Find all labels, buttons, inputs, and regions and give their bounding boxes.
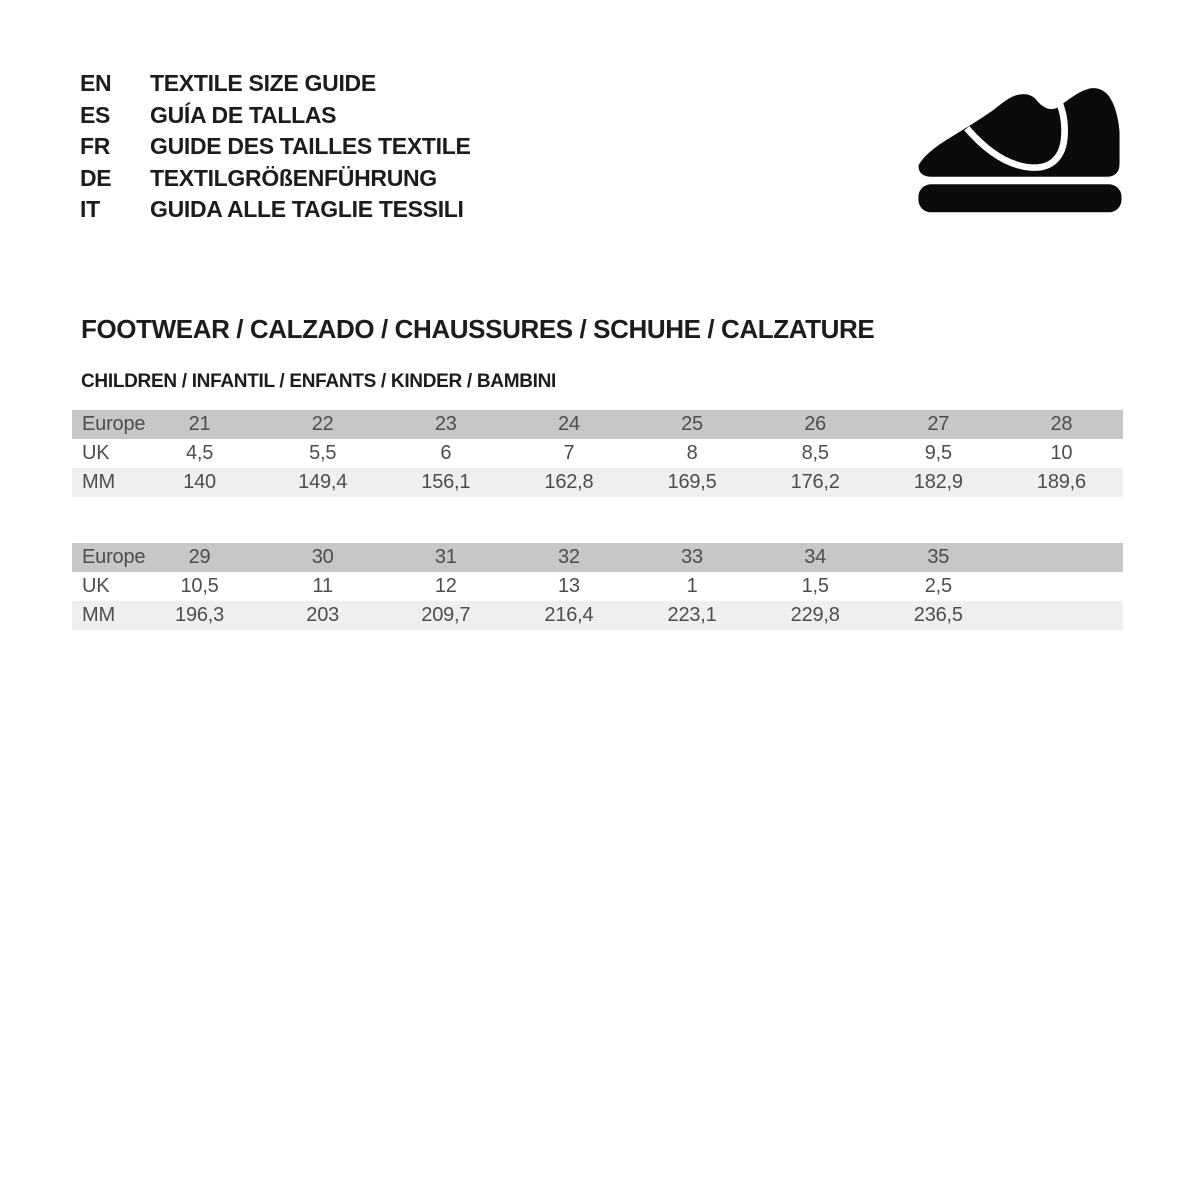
size-value-cell: 5,5 <box>309 442 337 464</box>
size-value-cell: 149,4 <box>298 471 348 493</box>
size-value-cell: 203 <box>306 604 340 626</box>
size-value-cell: 209,7 <box>421 604 471 626</box>
language-title-list: EN TEXTILE SIZE GUIDE ES GUÍA DE TALLAS … <box>80 68 471 226</box>
language-code: ES <box>80 101 111 128</box>
row-label: UK <box>82 575 110 597</box>
size-value-cell: 31 <box>434 546 457 568</box>
table-row-europe: Europe 21 22 23 24 25 26 27 28 <box>72 410 1123 439</box>
size-value-cell: 8,5 <box>801 442 829 464</box>
language-code: EN <box>80 70 112 97</box>
size-value-cell: 189,6 <box>1036 471 1086 493</box>
size-value-cell: 169,5 <box>667 471 717 493</box>
table-row-mm: MM 140 149,4 156,1 162,8 169,5 176,2 182,9 189,6 <box>72 468 1123 497</box>
table-row-europe: Europe 29 30 31 32 33 34 35 <box>72 543 1123 572</box>
language-row: IT GUIDA ALLE TAGLIE TESSILI <box>80 194 471 226</box>
size-value-cell: 30 <box>311 546 334 568</box>
size-value-cell: 2,5 <box>924 575 952 597</box>
size-value-cell: 21 <box>188 413 211 435</box>
size-value-cell: 29 <box>188 546 211 568</box>
size-value-cell: 7 <box>563 442 575 464</box>
size-value-cell: 35 <box>927 546 950 568</box>
table-row-uk: UK 4,5 5,5 6 7 8 8,5 9,5 10 <box>72 439 1123 468</box>
size-value-cell: 25 <box>681 413 703 435</box>
size-value-cell: 1 <box>686 575 698 597</box>
size-value-cell: 23 <box>434 413 457 435</box>
guide-title: GUIDA ALLE TAGLIE TESSILI <box>150 196 464 223</box>
language-code: FR <box>80 133 111 160</box>
size-value-cell: 11 <box>312 575 334 597</box>
size-value-cell: 33 <box>681 546 703 568</box>
language-code: DE <box>80 164 112 191</box>
table-row-mm: MM 196,3 203 209,7 216,4 223,1 229,8 236,5 <box>72 601 1123 630</box>
size-value-cell: 6 <box>440 442 452 464</box>
size-value-cell: 34 <box>804 546 827 568</box>
size-value-cell: 10,5 <box>180 575 219 597</box>
size-value-cell: 27 <box>927 413 950 435</box>
size-value-cell: 140 <box>183 471 216 493</box>
size-value-cell: 4,5 <box>185 442 214 464</box>
size-value-cell: 156,1 <box>421 471 471 493</box>
row-label: MM <box>82 471 115 493</box>
language-row: EN TEXTILE SIZE GUIDE <box>80 68 471 100</box>
size-value-cell: 22 <box>311 413 334 435</box>
size-value-cell: 28 <box>1050 413 1073 435</box>
size-value-cell: 8 <box>686 442 698 464</box>
language-code: IT <box>80 196 100 223</box>
size-value-cell: 24 <box>558 413 580 435</box>
size-value-cell: 216,4 <box>544 604 594 626</box>
language-row: FR GUIDE DES TAILLES TEXTILE <box>80 131 471 163</box>
row-label: MM <box>82 604 115 626</box>
size-value-cell: 182,9 <box>913 471 963 493</box>
row-label: UK <box>82 442 110 464</box>
children-size-table-2: Europe 29 30 31 32 33 34 35 UK 10,5 11 12 13 1 1,5 2,5 M… <box>72 543 1123 630</box>
size-value-cell: 162,8 <box>544 471 594 493</box>
guide-title: GUÍA DE TALLAS <box>150 101 337 128</box>
size-value-cell: 32 <box>558 546 580 568</box>
children-subsection-title: CHILDREN / INFANTIL / ENFANTS / KINDER /… <box>81 371 557 392</box>
guide-title: TEXTILGRÖßENFÜHRUNG <box>150 164 437 191</box>
table-row-uk: UK 10,5 11 12 13 1 1,5 2,5 <box>72 572 1123 601</box>
guide-title: GUIDE DES TAILLES TEXTILE <box>150 133 471 160</box>
size-value-cell: 176,2 <box>790 471 840 493</box>
language-row: ES GUÍA DE TALLAS <box>80 100 471 132</box>
language-row: DE TEXTILGRÖßENFÜHRUNG <box>80 163 471 195</box>
size-value-cell: 13 <box>558 575 580 597</box>
children-shoe-icon <box>918 88 1122 213</box>
size-value-cell: 229,8 <box>790 604 840 626</box>
size-value-cell: 1,5 <box>801 575 829 597</box>
size-value-cell: 196,3 <box>175 604 225 626</box>
size-value-cell: 236,5 <box>913 604 963 626</box>
guide-title: TEXTILE SIZE GUIDE <box>150 70 376 97</box>
children-size-table-1: Europe 21 22 23 24 25 26 27 28 UK 4,5 5,5 6 7 8 8,5 9,5 1… <box>72 410 1123 497</box>
size-value-cell: 223,1 <box>667 604 717 626</box>
row-label: Europe <box>82 546 146 568</box>
footwear-section-title: FOOTWEAR / CALZADO / CHAUSSURES / SCHUHE… <box>81 314 875 344</box>
size-value-cell: 9,5 <box>924 442 952 464</box>
size-value-cell: 26 <box>804 413 827 435</box>
size-value-cell: 12 <box>434 575 457 597</box>
size-value-cell: 10 <box>1050 442 1073 464</box>
row-label: Europe <box>82 413 146 435</box>
